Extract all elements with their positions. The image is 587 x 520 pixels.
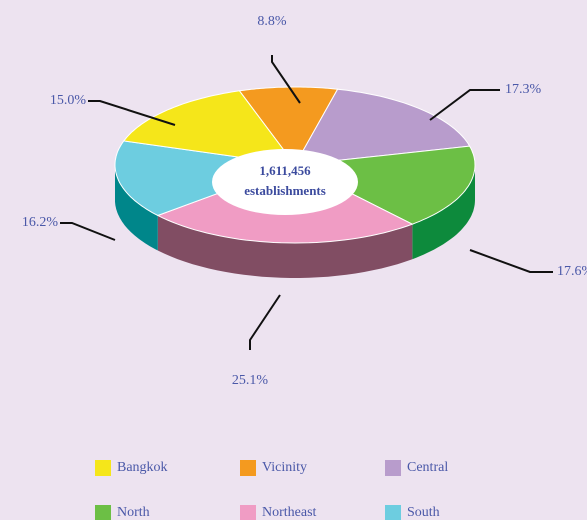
labels: 15.0% 8.8% 17.3% 17.6% 25.1% 16.2% Bangkok Vici…	[22, 14, 587, 520]
center-caption: establishments	[244, 183, 326, 198]
data-label: 17.3%	[505, 82, 542, 97]
slice-side	[157, 215, 413, 278]
legend-label: Northeast	[262, 505, 317, 520]
leader-line	[469, 249, 553, 273]
data-label: 15.0%	[50, 93, 87, 108]
legend-label: Central	[407, 460, 448, 475]
legend-swatch	[240, 505, 256, 520]
legend-label: South	[407, 505, 440, 520]
donut-hole	[212, 149, 358, 215]
leader-line	[271, 55, 301, 104]
legend-swatch	[385, 505, 401, 520]
data-label: 16.2%	[22, 215, 59, 230]
leader-line	[429, 89, 500, 121]
legend-label: Bangkok	[117, 460, 168, 475]
legend-swatch	[385, 460, 401, 476]
data-label: 8.8%	[257, 14, 287, 29]
slice	[294, 88, 471, 166]
leader-line	[249, 294, 281, 350]
legend-swatch	[95, 460, 111, 476]
legend-label: Vicinity	[262, 460, 307, 475]
leader-line	[88, 100, 176, 126]
legend-swatch	[240, 460, 256, 476]
slice-side	[115, 165, 158, 251]
slice	[122, 90, 297, 166]
sides	[115, 165, 475, 278]
data-label: 25.1%	[232, 373, 269, 388]
legend-label: North	[117, 505, 150, 520]
leader-line	[60, 222, 116, 241]
center-value: 1,611,456	[259, 163, 311, 178]
data-label: 17.6%	[557, 264, 587, 279]
legend-swatch	[95, 505, 111, 520]
slice-side	[412, 165, 475, 260]
